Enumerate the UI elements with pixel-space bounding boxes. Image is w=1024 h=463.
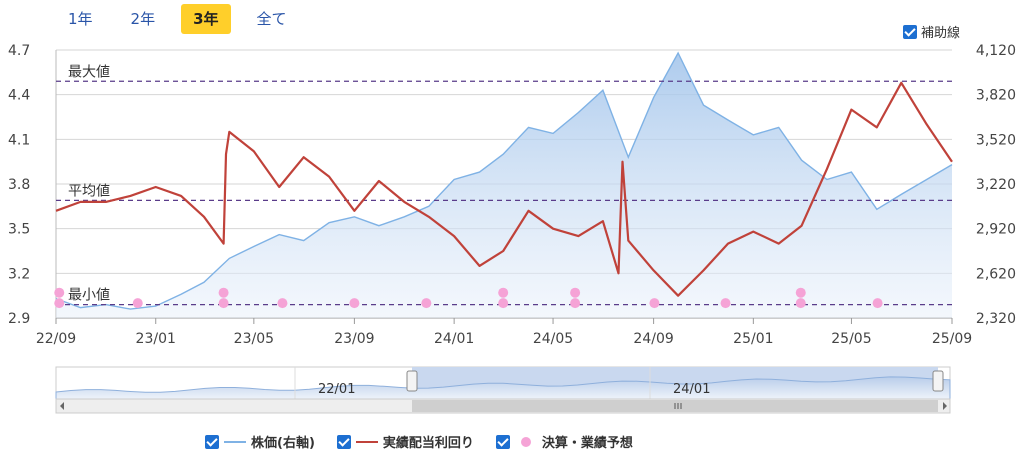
scroll-right-arrow-icon[interactable] bbox=[943, 402, 947, 410]
x-tick-label: 25/01 bbox=[733, 331, 773, 347]
y-left-tick-label: 3.2 bbox=[8, 266, 30, 282]
legend-yield-label: 実績配当利回り bbox=[382, 436, 474, 451]
x-tick-label: 24/09 bbox=[633, 331, 673, 347]
x-tick-label: 23/05 bbox=[234, 331, 274, 347]
event-dot bbox=[720, 298, 731, 309]
legend-item-yield[interactable]: 実績配当利回り bbox=[336, 432, 474, 451]
y-left-tick-label: 2.9 bbox=[8, 311, 30, 327]
checkbox-checked-icon[interactable] bbox=[336, 434, 351, 449]
guide-label: 平均値 bbox=[68, 183, 110, 199]
event-dot bbox=[54, 298, 65, 309]
price-line-swatch bbox=[224, 440, 246, 443]
event-dot bbox=[54, 287, 65, 298]
y-left-tick-label: 4.4 bbox=[8, 88, 30, 104]
y-left-tick-label: 4.1 bbox=[8, 132, 30, 148]
checkbox-checked-icon[interactable] bbox=[205, 434, 219, 449]
price-area bbox=[56, 53, 952, 318]
event-dot bbox=[498, 287, 509, 298]
guide-line-toggle[interactable]: 補助線 bbox=[902, 22, 960, 41]
event-dot bbox=[218, 287, 229, 298]
legend-events-label: 決算・業績予想 bbox=[541, 436, 633, 451]
y-right-tick-label: 3,820 bbox=[976, 88, 1016, 104]
yield-line bbox=[55, 81, 953, 297]
y-right-tick-label: 3,520 bbox=[976, 132, 1016, 148]
event-dot bbox=[649, 298, 660, 309]
event-dot bbox=[570, 298, 581, 309]
navigator-handle[interactable] bbox=[406, 370, 418, 392]
navigator-label: 24/01 bbox=[673, 382, 710, 397]
event-dot-swatch bbox=[520, 436, 531, 447]
navigator-area bbox=[55, 376, 951, 400]
x-tick-label: 24/05 bbox=[533, 331, 573, 347]
tab-1y[interactable]: 1年 bbox=[68, 10, 93, 28]
x-tick-label: 25/09 bbox=[932, 331, 972, 347]
guide-label: 最大値 bbox=[68, 64, 110, 80]
x-tick-label: 22/09 bbox=[36, 331, 76, 347]
y-left-tick-label: 4.7 bbox=[8, 43, 30, 59]
navigator-scrollbar-thumb[interactable] bbox=[412, 400, 938, 412]
y-right-tick-label: 2,920 bbox=[976, 222, 1016, 238]
guide-line-label: 補助線 bbox=[920, 26, 960, 41]
y-left-tick-label: 3.5 bbox=[8, 222, 30, 238]
event-dot bbox=[872, 298, 883, 309]
y-right-tick-label: 3,220 bbox=[976, 177, 1016, 193]
tab-3y[interactable]: 3年 bbox=[181, 4, 231, 34]
navigator-scrollbar-track bbox=[55, 398, 951, 414]
event-dot bbox=[349, 298, 360, 309]
legend-item-price[interactable]: 株価(右軸) bbox=[205, 432, 315, 451]
x-tick-label: 24/01 bbox=[434, 331, 474, 347]
y-right-tick-label: 4,120 bbox=[976, 43, 1016, 59]
tab-2y[interactable]: 2年 bbox=[130, 10, 156, 28]
event-dot bbox=[498, 298, 509, 309]
yield-line-swatch bbox=[355, 440, 378, 443]
y-left-tick-label: 3.8 bbox=[8, 177, 30, 193]
x-tick-label: 25/05 bbox=[831, 331, 871, 347]
range-tabs: 1年 2年 3年 全て bbox=[56, 4, 313, 34]
scroll-left-arrow-icon[interactable] bbox=[60, 402, 64, 410]
legend-price-label: 株価(右軸) bbox=[251, 436, 315, 451]
navigator-selection bbox=[412, 367, 938, 399]
event-dot bbox=[218, 298, 229, 309]
event-dot bbox=[795, 298, 806, 309]
navigator-handle[interactable] bbox=[932, 370, 944, 392]
navigator-frame bbox=[55, 366, 951, 400]
event-dot bbox=[277, 298, 288, 309]
event-dot bbox=[132, 298, 143, 309]
x-tick-label: 23/01 bbox=[136, 331, 176, 347]
event-dot bbox=[421, 298, 432, 309]
legend-item-events[interactable]: 決算・業績予想 bbox=[495, 432, 633, 451]
event-dot bbox=[795, 287, 806, 298]
guide-label: 最小値 bbox=[68, 288, 110, 304]
x-tick-label: 23/09 bbox=[334, 331, 374, 347]
y-right-tick-label: 2,620 bbox=[976, 266, 1016, 282]
tab-all[interactable]: 全て bbox=[256, 10, 287, 28]
checkbox-checked-icon[interactable] bbox=[495, 434, 510, 449]
navigator-label: 22/01 bbox=[318, 382, 355, 397]
event-dot bbox=[570, 287, 581, 298]
price-line bbox=[55, 51, 953, 310]
checkbox-checked-icon[interactable] bbox=[902, 24, 917, 39]
y-right-tick-label: 2,320 bbox=[976, 311, 1016, 327]
legend: 株価(右軸) 実績配当利回り 決算・業績予想 bbox=[205, 432, 633, 451]
